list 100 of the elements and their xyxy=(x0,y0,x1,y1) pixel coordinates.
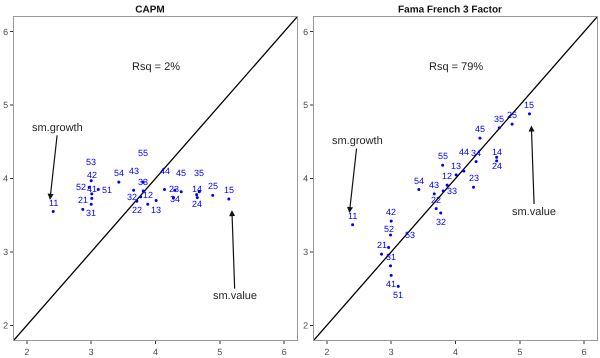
annotation: sm.growth xyxy=(32,122,83,134)
point xyxy=(163,188,166,192)
annotation: 52 xyxy=(76,182,86,192)
point xyxy=(146,202,150,206)
annotation: 11 xyxy=(49,198,58,208)
point xyxy=(154,199,158,202)
annotation: 25 xyxy=(208,181,218,191)
point xyxy=(211,194,214,197)
point xyxy=(195,193,198,196)
annotation: 32 xyxy=(127,192,138,202)
point xyxy=(396,284,400,288)
annotation: 52 xyxy=(384,224,394,234)
point xyxy=(81,208,84,211)
annotation: 31 xyxy=(386,252,396,262)
chart-title: Fama French 3 Factor xyxy=(398,4,502,16)
annotation: sm.growth xyxy=(332,135,383,147)
x-tick-label: 5 xyxy=(217,346,222,357)
point xyxy=(417,188,420,192)
annotation: 31 xyxy=(86,208,96,218)
x-tick-label: 3 xyxy=(388,346,394,357)
y-tick-label: 2 xyxy=(3,320,8,330)
annotation: Rsq = 2% xyxy=(132,61,180,73)
annotation: 14 xyxy=(192,184,202,194)
point xyxy=(389,264,392,268)
annotation: 45 xyxy=(475,124,486,134)
annotation: 33 xyxy=(447,186,458,196)
annotation: 21 xyxy=(78,195,88,205)
y-tick-label: 4 xyxy=(3,174,8,184)
x-tick-label: 3 xyxy=(88,346,94,357)
x-tick-label: 6 xyxy=(282,346,287,357)
annotation: 54 xyxy=(414,176,424,186)
point xyxy=(90,202,93,206)
annotation: 45 xyxy=(176,168,186,178)
x-tick-label: 5 xyxy=(517,346,522,357)
annotation: 15 xyxy=(524,100,534,110)
annotation: 24 xyxy=(192,199,202,209)
annotation: 13 xyxy=(151,205,162,215)
annotation: 12 xyxy=(442,171,452,181)
point xyxy=(390,274,393,277)
y-tick-label: 3 xyxy=(3,247,8,258)
point xyxy=(478,136,482,140)
annotation: 11 xyxy=(348,211,358,221)
point xyxy=(117,180,120,184)
annotation: 42 xyxy=(87,170,98,180)
annotation: 51 xyxy=(102,185,112,195)
point xyxy=(498,126,501,130)
annotation: 22 xyxy=(132,205,142,215)
annotation: 35 xyxy=(494,114,504,124)
annotation: 53 xyxy=(86,157,96,167)
point xyxy=(432,192,436,196)
x-tick-label: 2 xyxy=(324,346,330,357)
annotation: 51 xyxy=(393,290,404,300)
point xyxy=(510,122,514,126)
point xyxy=(180,190,183,194)
point xyxy=(462,170,466,173)
annotation: 33 xyxy=(138,177,148,187)
point xyxy=(474,160,478,164)
annotation: 42 xyxy=(386,207,396,217)
point xyxy=(196,196,199,200)
x-tick-label: 4 xyxy=(452,346,458,357)
y-tick-label: 4 xyxy=(303,174,308,184)
point xyxy=(454,173,458,176)
x-tick-label: 2 xyxy=(24,346,30,357)
point xyxy=(139,195,142,198)
y-tick-label: 6 xyxy=(3,26,8,37)
y-tick-label: 2 xyxy=(303,320,308,330)
point xyxy=(96,188,100,192)
x-tick-label: 4 xyxy=(152,346,158,357)
annotation: 15 xyxy=(224,185,234,195)
annotation: 23 xyxy=(469,173,480,183)
annotation: sm.value xyxy=(512,206,556,218)
point xyxy=(442,189,445,192)
y-tick-label: 3 xyxy=(303,247,308,258)
y-tick-label: 5 xyxy=(303,100,308,110)
annotation: 55 xyxy=(438,151,448,161)
annotation: 43 xyxy=(129,166,140,176)
annotation: 14 xyxy=(492,147,502,157)
point xyxy=(389,234,392,237)
point xyxy=(446,184,449,187)
annotation: 41 xyxy=(386,279,396,289)
annotation: 43 xyxy=(429,180,440,190)
annotation: 21 xyxy=(377,240,388,250)
point xyxy=(351,223,354,226)
point xyxy=(132,188,136,192)
x-tick-label: 6 xyxy=(582,346,587,357)
point xyxy=(390,220,393,223)
point xyxy=(387,246,390,249)
annotation: sm.value xyxy=(213,290,258,302)
annotation: 13 xyxy=(451,161,462,171)
y-tick-label: 5 xyxy=(3,100,8,110)
point xyxy=(90,179,93,182)
point xyxy=(528,112,531,116)
point xyxy=(90,196,94,200)
annotation: 55 xyxy=(138,148,148,158)
point xyxy=(227,198,230,201)
point xyxy=(90,192,94,196)
annotation: 12 xyxy=(143,190,154,200)
annotation: 32 xyxy=(436,217,446,227)
annotation: 44 xyxy=(459,147,470,157)
annotation: Rsq = 79% xyxy=(429,61,484,73)
